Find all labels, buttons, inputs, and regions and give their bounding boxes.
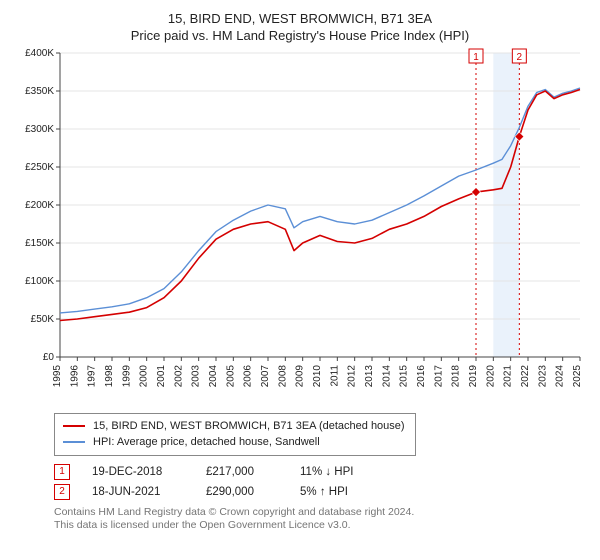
sale-row-1: 1 19-DEC-2018 £217,000 11% ↓ HPI bbox=[54, 464, 586, 480]
svg-text:2003: 2003 bbox=[191, 364, 202, 387]
legend: 15, BIRD END, WEST BROMWICH, B71 3EA (de… bbox=[54, 413, 416, 456]
line-chart: £0 £50K £100K £150K £200K £250K £300K £350K £400… bbox=[14, 47, 586, 407]
svg-text:2020: 2020 bbox=[485, 364, 496, 387]
svg-text:2023: 2023 bbox=[537, 364, 548, 387]
footer-line-1: Contains HM Land Registry data © Crown c… bbox=[54, 506, 586, 520]
svg-text:2018: 2018 bbox=[451, 364, 462, 387]
sale-price-2: £290,000 bbox=[206, 486, 278, 498]
svg-text:1999: 1999 bbox=[121, 364, 132, 387]
svg-text:2005: 2005 bbox=[225, 364, 236, 387]
sale-price-1: £217,000 bbox=[206, 466, 278, 478]
svg-text:£250K: £250K bbox=[25, 162, 54, 173]
legend-row-price-paid: 15, BIRD END, WEST BROMWICH, B71 3EA (de… bbox=[63, 418, 405, 435]
svg-text:2007: 2007 bbox=[260, 364, 271, 387]
svg-text:£100K: £100K bbox=[25, 276, 54, 287]
svg-text:2: 2 bbox=[517, 52, 523, 63]
svg-text:1995: 1995 bbox=[52, 364, 63, 387]
svg-text:£0: £0 bbox=[43, 352, 55, 363]
svg-text:1996: 1996 bbox=[69, 364, 80, 387]
svg-text:2010: 2010 bbox=[312, 364, 323, 387]
svg-text:2014: 2014 bbox=[381, 364, 392, 387]
footer-line-2: This data is licensed under the Open Gov… bbox=[54, 519, 586, 533]
svg-text:2015: 2015 bbox=[399, 364, 410, 387]
svg-text:2009: 2009 bbox=[295, 364, 306, 387]
legend-swatch-price-paid bbox=[63, 425, 85, 427]
svg-text:2022: 2022 bbox=[520, 364, 531, 387]
sale-row-2: 2 18-JUN-2021 £290,000 5% ↑ HPI bbox=[54, 484, 586, 500]
svg-text:2017: 2017 bbox=[433, 364, 444, 387]
svg-text:1998: 1998 bbox=[104, 364, 115, 387]
sale-badge-2: 2 bbox=[54, 484, 70, 500]
svg-text:2019: 2019 bbox=[468, 364, 479, 387]
svg-text:2001: 2001 bbox=[156, 364, 167, 387]
svg-text:2004: 2004 bbox=[208, 364, 219, 387]
svg-text:2025: 2025 bbox=[572, 364, 583, 387]
sale-pct-1: 11% ↓ HPI bbox=[300, 466, 390, 478]
footer: Contains HM Land Registry data © Crown c… bbox=[54, 506, 586, 533]
svg-text:1: 1 bbox=[473, 52, 479, 63]
sale-date-1: 19-DEC-2018 bbox=[92, 466, 184, 478]
svg-text:£50K: £50K bbox=[31, 314, 55, 325]
chart-title: 15, BIRD END, WEST BROMWICH, B71 3EA bbox=[14, 10, 586, 28]
legend-label-hpi: HPI: Average price, detached house, Sand… bbox=[93, 434, 320, 451]
sale-date-2: 18-JUN-2021 bbox=[92, 486, 184, 498]
svg-text:£150K: £150K bbox=[25, 238, 54, 249]
sale-pct-2: 5% ↑ HPI bbox=[300, 486, 390, 498]
svg-text:£400K: £400K bbox=[25, 48, 54, 59]
svg-text:2011: 2011 bbox=[329, 364, 340, 386]
svg-text:1997: 1997 bbox=[87, 364, 98, 387]
svg-text:2021: 2021 bbox=[503, 364, 514, 387]
svg-text:£300K: £300K bbox=[25, 124, 54, 135]
svg-text:2000: 2000 bbox=[139, 364, 150, 387]
svg-text:£200K: £200K bbox=[25, 200, 54, 211]
sale-badge-1: 1 bbox=[54, 464, 70, 480]
svg-text:2012: 2012 bbox=[347, 364, 358, 387]
page-container: 15, BIRD END, WEST BROMWICH, B71 3EA Pri… bbox=[0, 0, 600, 560]
svg-text:2006: 2006 bbox=[243, 364, 254, 387]
svg-text:2008: 2008 bbox=[277, 364, 288, 387]
svg-text:2016: 2016 bbox=[416, 364, 427, 387]
legend-row-hpi: HPI: Average price, detached house, Sand… bbox=[63, 434, 405, 451]
chart-subtitle: Price paid vs. HM Land Registry's House … bbox=[14, 28, 586, 43]
legend-swatch-hpi bbox=[63, 441, 85, 443]
svg-text:2002: 2002 bbox=[173, 364, 184, 387]
chart-area: £0 £50K £100K £150K £200K £250K £300K £350K £400… bbox=[14, 47, 586, 407]
svg-text:£350K: £350K bbox=[25, 86, 54, 97]
svg-text:2024: 2024 bbox=[555, 364, 566, 387]
svg-text:2013: 2013 bbox=[364, 364, 375, 387]
legend-label-price-paid: 15, BIRD END, WEST BROMWICH, B71 3EA (de… bbox=[93, 418, 405, 435]
